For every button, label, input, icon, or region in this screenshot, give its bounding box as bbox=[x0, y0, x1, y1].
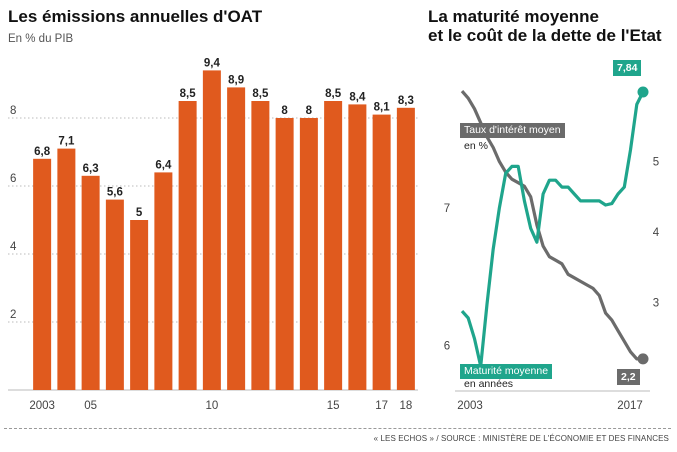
bar-value-label: 5,6 bbox=[107, 187, 123, 199]
bar bbox=[81, 175, 100, 390]
bar-value-label: 6,3 bbox=[83, 163, 99, 175]
bar-x-tick-label: 18 bbox=[399, 400, 412, 412]
bar bbox=[227, 87, 246, 391]
bar bbox=[348, 104, 367, 391]
bar bbox=[33, 158, 52, 390]
bar bbox=[275, 118, 294, 390]
line-right-tick-label: 4 bbox=[653, 227, 660, 239]
bar bbox=[396, 107, 415, 391]
bar-value-label: 8,5 bbox=[325, 88, 342, 100]
legend-maturity-unit: en années bbox=[464, 378, 514, 390]
bar-chart-title: Les émissions annuelles d'OAT bbox=[8, 7, 263, 26]
legend-rate-unit: en % bbox=[464, 140, 488, 152]
line-left-tick-label: 7 bbox=[444, 203, 450, 215]
bar bbox=[105, 199, 124, 390]
bar bbox=[202, 70, 221, 391]
bar-value-label: 7,1 bbox=[58, 136, 75, 148]
bar-y-tick-label: 2 bbox=[10, 309, 16, 321]
footer-divider bbox=[4, 428, 671, 429]
bar-x-tick-label: 15 bbox=[327, 400, 340, 412]
line-right-tick-label: 3 bbox=[653, 298, 659, 310]
bar-y-tick-label: 6 bbox=[10, 173, 16, 185]
bar-chart-subtitle: En % du PIB bbox=[8, 33, 74, 45]
bar-value-label: 6,8 bbox=[34, 146, 51, 158]
bar-y-tick-label: 4 bbox=[10, 241, 17, 253]
line-chart-title: La maturité moyenne et le coût de la det… bbox=[428, 7, 662, 45]
bar bbox=[299, 118, 318, 390]
bar-value-label: 5 bbox=[136, 207, 143, 219]
bar-value-label: 9,4 bbox=[204, 57, 221, 69]
bar-value-label: 8,1 bbox=[374, 102, 391, 114]
bar-y-tick-label: 8 bbox=[10, 105, 16, 117]
bar-x-tick-label: 17 bbox=[375, 400, 388, 412]
legend-maturity-label: Maturité moyenne bbox=[460, 364, 553, 379]
bar-x-tick-label: 2003 bbox=[29, 400, 55, 412]
bar bbox=[251, 101, 270, 390]
bar-value-label: 8,4 bbox=[349, 91, 366, 103]
rate-end-value-callout: 2,2 bbox=[617, 368, 640, 385]
line-chart-title-line1: La maturité moyenne bbox=[428, 7, 599, 26]
legend-rate-label: Taux d'intérêt moyen bbox=[460, 123, 565, 138]
line-x-end-label: 2017 bbox=[617, 400, 643, 412]
bar-value-label: 8,5 bbox=[252, 88, 269, 100]
rate-end-point bbox=[637, 353, 649, 365]
line-right-tick-label: 5 bbox=[653, 157, 659, 169]
bar-value-label: 8 bbox=[306, 105, 313, 117]
bar-value-label: 6,4 bbox=[155, 159, 172, 171]
bar bbox=[178, 101, 197, 390]
bar bbox=[372, 114, 391, 390]
bar bbox=[130, 220, 149, 390]
source-note: « LES ECHOS » / SOURCE : MINISTÈRE DE L'… bbox=[373, 434, 669, 443]
line-left-tick-label: 6 bbox=[444, 341, 450, 353]
bar-value-label: 8,5 bbox=[180, 88, 197, 100]
rate-series-line bbox=[460, 90, 643, 361]
bar bbox=[324, 101, 343, 390]
bar bbox=[57, 148, 76, 390]
line-x-start-label: 2003 bbox=[457, 400, 483, 412]
bar-x-tick-label: 05 bbox=[84, 400, 97, 412]
bar-x-tick-label: 10 bbox=[205, 400, 218, 412]
bar-value-label: 8,9 bbox=[228, 74, 244, 86]
bar bbox=[154, 172, 173, 390]
bar-value-label: 8,3 bbox=[398, 95, 414, 107]
maturity-end-value-callout: 7,84 bbox=[613, 60, 642, 77]
line-chart-title-line2: et le coût de la dette de l'Etat bbox=[428, 26, 662, 45]
bar-value-label: 8 bbox=[281, 105, 288, 117]
maturity-series-line bbox=[460, 91, 645, 368]
maturity-end-point bbox=[637, 86, 649, 98]
